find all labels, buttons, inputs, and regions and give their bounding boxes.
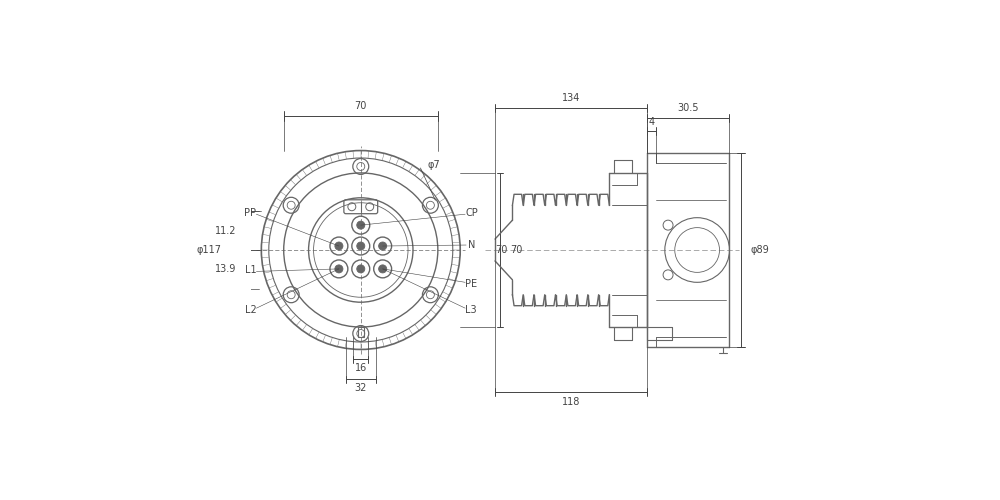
Text: 32: 32 [355,383,367,393]
Circle shape [357,221,365,229]
Circle shape [335,242,343,250]
Text: PP: PP [244,208,256,218]
Text: 13.9: 13.9 [215,264,236,274]
Bar [358,327,364,337]
Circle shape [357,265,365,273]
Circle shape [357,242,365,250]
Text: φ89: φ89 [750,245,769,255]
Circle shape [379,242,387,250]
Text: φ117: φ117 [197,245,222,255]
Text: 70: 70 [495,245,507,255]
Circle shape [379,265,387,273]
Text: L2: L2 [245,304,256,314]
Text: 118: 118 [562,396,580,406]
Text: L3: L3 [465,304,477,314]
Text: PE: PE [465,279,477,289]
Text: φ7: φ7 [428,160,441,170]
Text: 11.2: 11.2 [215,226,236,235]
Text: CP: CP [465,208,478,218]
Circle shape [335,265,343,273]
Text: 16: 16 [355,364,367,374]
Text: 30.5: 30.5 [677,104,698,114]
Text: 70: 70 [355,101,367,111]
Text: N: N [468,240,475,250]
Text: L1: L1 [245,265,256,275]
Text: 70: 70 [510,245,522,255]
Text: 134: 134 [562,94,580,104]
Text: 4: 4 [648,116,654,126]
